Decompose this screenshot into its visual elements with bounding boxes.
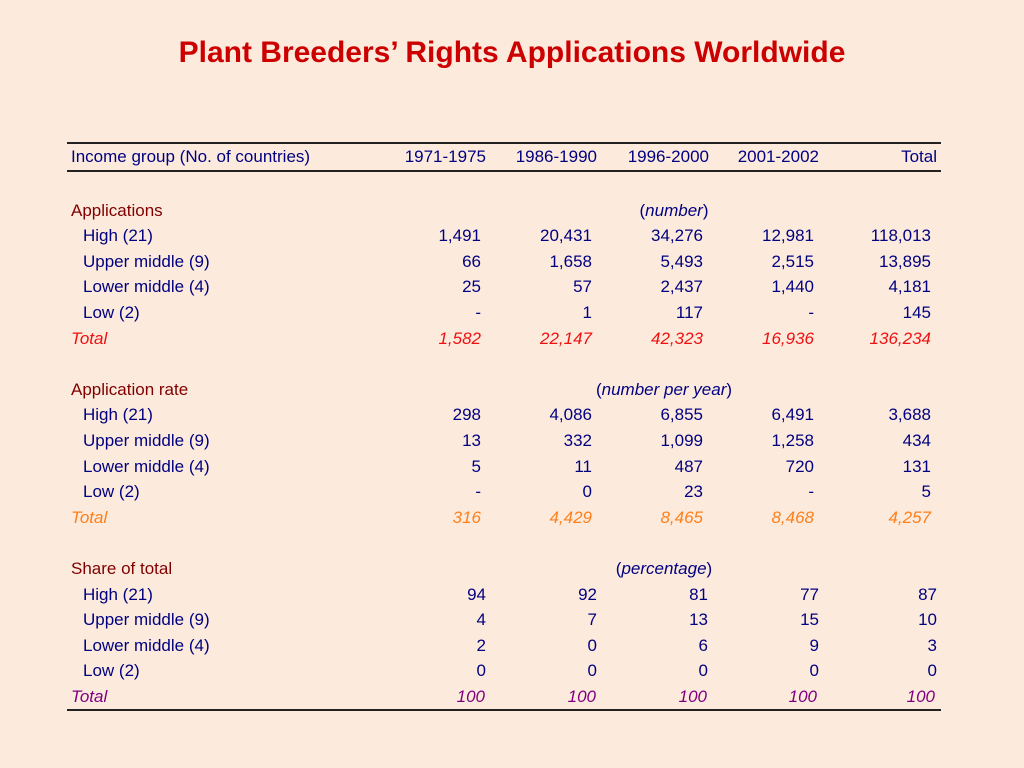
total-row: Total 1,582 22,147 42,323 16,936 136,234 [71, 328, 931, 348]
total-row: Total 100 100 100 100 100 [71, 686, 935, 706]
table-row: High (21) 1,491 20,431 34,276 12,981 118… [83, 226, 931, 246]
section-share-of-total: Share of total (percentage) [67, 556, 941, 582]
section-application-rate: Application rate (number per year) [67, 377, 941, 403]
table-row: Lower middle (4) 5 11 487 720 131 [83, 456, 931, 476]
bottom-rule [67, 709, 941, 712]
section-label: Applications [71, 200, 163, 220]
section-unit: (percentage) [615, 558, 713, 578]
data-table: Income group (No. of countries) 1971-197… [67, 142, 941, 712]
table-row: High (21) 94 92 81 77 87 [83, 584, 937, 604]
header-1986-1990: 1986-1990 [515, 147, 597, 166]
header-1971-1975: 1971-1975 [404, 147, 486, 166]
header-2001-2002: 2001-2002 [737, 147, 819, 166]
header-rule [67, 170, 941, 172]
header-1996-2000: 1996-2000 [627, 147, 709, 166]
total-row: Total 316 4,429 8,465 8,468 4,257 [71, 507, 931, 527]
table-row: High (21) 298 4,086 6,855 6,491 3,688 [83, 405, 931, 425]
table-row: Upper middle (9) 4 7 13 15 10 [83, 610, 937, 630]
table-row: Upper middle (9) 66 1,658 5,493 2,515 13… [83, 251, 931, 271]
table-row: Low (2) - 0 23 - 5 [83, 482, 931, 502]
section-unit: (number) [639, 200, 709, 220]
table-row: Lower middle (4) 25 57 2,437 1,440 4,181 [83, 277, 931, 297]
header-total: Total [901, 147, 937, 166]
table-row: Lower middle (4) 2 0 6 9 3 [83, 635, 937, 655]
section-label: Share of total [71, 558, 173, 578]
table-row: Low (2) - 1 117 - 145 [83, 302, 931, 322]
table-row: Low (2) 0 0 0 0 0 [83, 661, 937, 681]
section-unit: (number per year) [595, 379, 733, 399]
header-row: Income group (No. of countries) 1971-197… [67, 144, 941, 170]
table-row: Upper middle (9) 13 332 1,099 1,258 434 [83, 430, 931, 450]
section-applications: Applications (number) [67, 198, 941, 224]
header-income-group: Income group (No. of countries) [71, 147, 311, 166]
page-title: Plant Breeders’ Rights Applications Worl… [178, 36, 846, 69]
top-rule [67, 142, 941, 144]
section-label: Application rate [71, 379, 189, 399]
